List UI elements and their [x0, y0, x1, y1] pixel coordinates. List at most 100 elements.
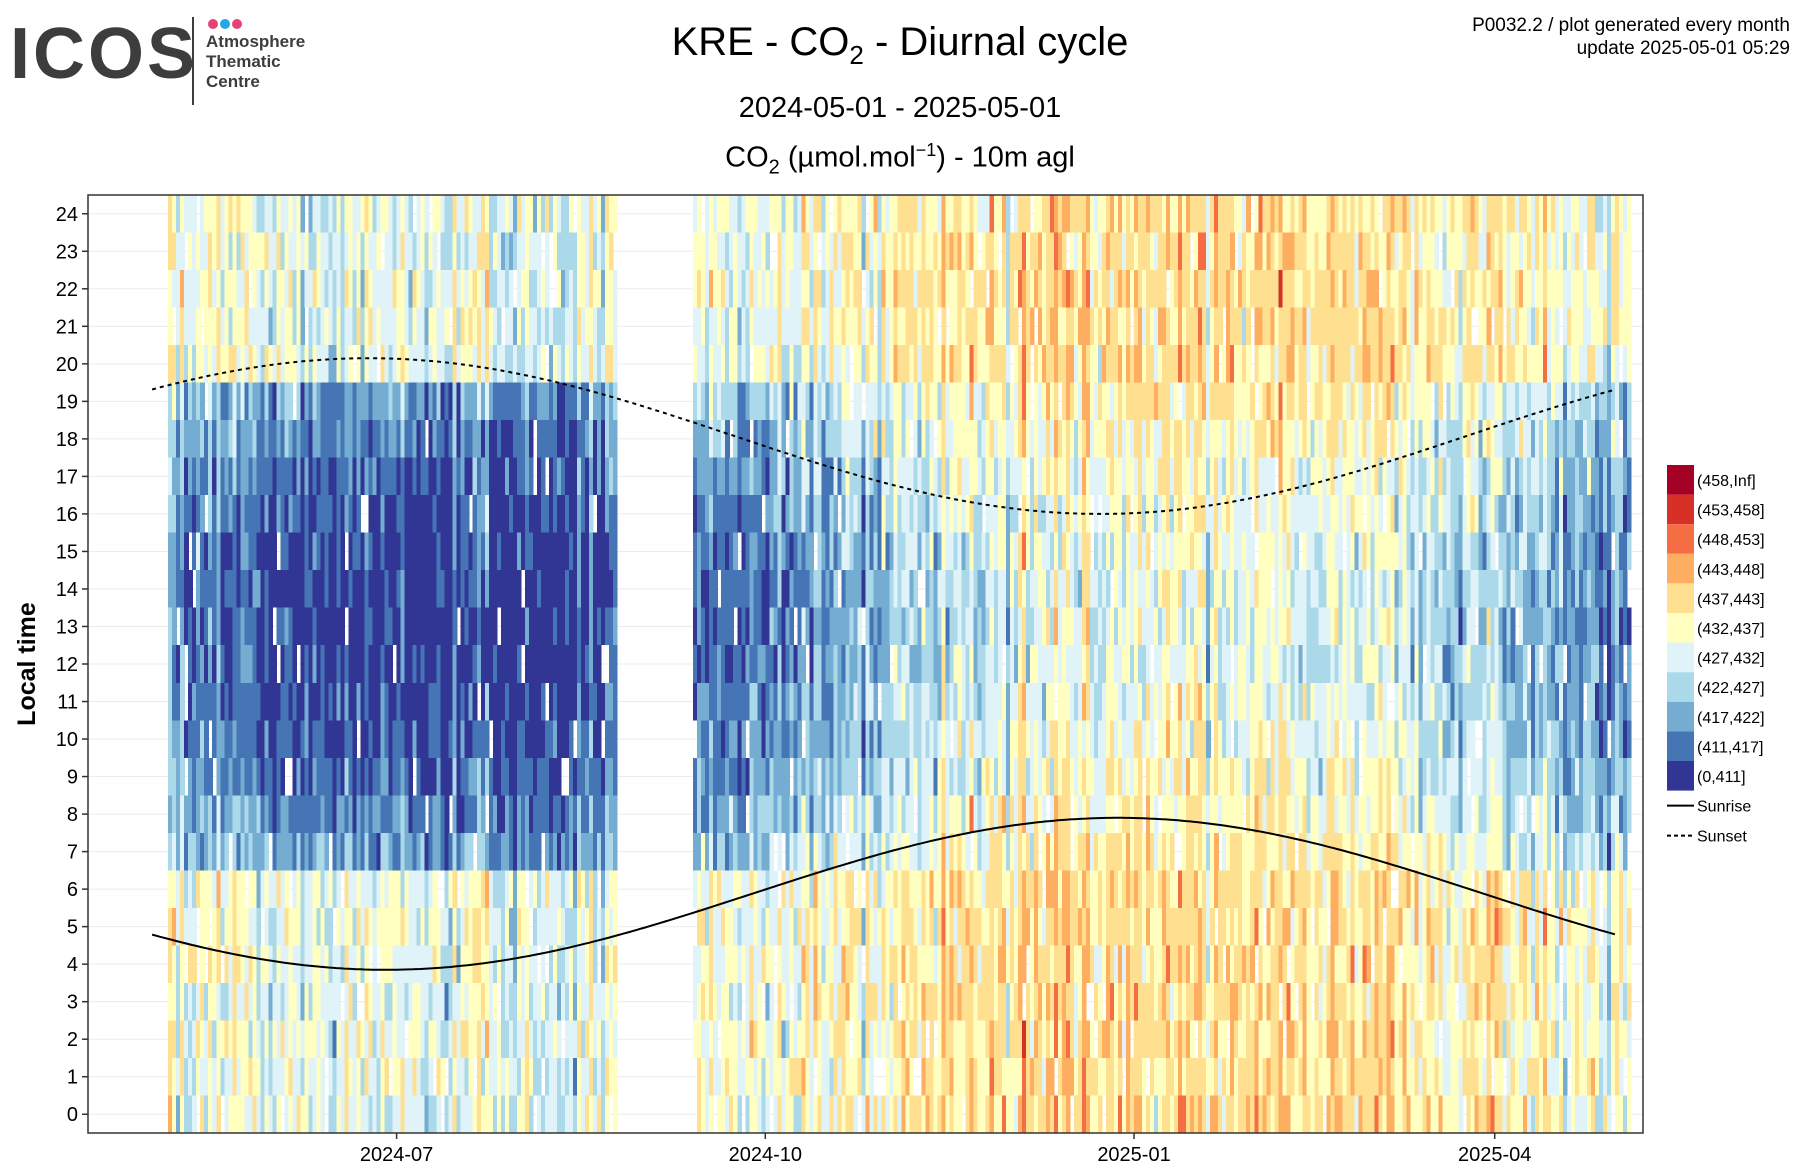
- heatmap-cell: [917, 495, 923, 533]
- heatmap-cell: [1017, 982, 1023, 1021]
- heatmap-cell: [204, 345, 209, 383]
- heatmap-cell: [264, 1095, 269, 1133]
- heatmap-cell: [861, 1020, 867, 1058]
- heatmap-cell: [997, 982, 1003, 1021]
- heatmap-cell: [1017, 1095, 1023, 1133]
- heatmap-cell: [488, 1020, 494, 1058]
- heatmap-cell: [713, 195, 718, 233]
- heatmap-cell: [805, 757, 810, 796]
- heatmap-cell: [805, 1057, 810, 1096]
- heatmap-cell: [957, 795, 963, 833]
- heatmap-cell: [404, 570, 410, 608]
- heatmap-cell: [220, 495, 225, 533]
- heatmap-cell: [364, 870, 370, 908]
- heatmap-cell: [933, 982, 939, 1021]
- heatmap-cell: [817, 720, 823, 758]
- heatmap-cell: [404, 1057, 410, 1096]
- heatmap-cell: [1013, 945, 1019, 983]
- heatmap-cell: [392, 795, 398, 833]
- heatmap-cell: [1061, 832, 1067, 871]
- heatmap-cell: [1061, 495, 1067, 533]
- heatmap-cell: [693, 457, 698, 496]
- heatmap-cell: [1017, 420, 1023, 458]
- heatmap-cell: [813, 870, 819, 908]
- heatmap-cell: [1037, 945, 1043, 983]
- heatmap-cell: [252, 870, 257, 908]
- heatmap-cell: [953, 270, 959, 308]
- heatmap-cell: [729, 232, 734, 271]
- heatmap-cell: [1009, 1020, 1015, 1058]
- heatmap-cell: [180, 870, 185, 908]
- heatmap-cell: [885, 1020, 891, 1058]
- heatmap-cell: [925, 420, 931, 458]
- heatmap-cell: [388, 982, 394, 1021]
- heatmap-cell: [701, 945, 706, 983]
- heatmap-cell: [613, 495, 618, 533]
- heatmap-cell: [721, 532, 726, 571]
- heatmap-cell: [753, 495, 758, 533]
- heatmap-cell: [508, 232, 514, 271]
- heatmap-cell: [384, 870, 390, 908]
- heatmap-cell: [228, 570, 233, 608]
- heatmap-cell: [460, 945, 466, 983]
- heatmap-cell: [228, 495, 233, 533]
- heatmap-cell: [737, 420, 742, 458]
- heatmap-cell: [1021, 195, 1027, 233]
- heatmap-cell: [476, 532, 482, 571]
- heatmap-cell: [524, 232, 530, 271]
- heatmap-cell: [741, 682, 746, 721]
- heatmap-cell: [484, 345, 490, 383]
- heatmap-cell: [312, 1095, 318, 1133]
- heatmap-cell: [444, 195, 450, 233]
- heatmap-cell: [813, 682, 819, 721]
- heatmap-cell: [777, 1095, 782, 1133]
- heatmap-cell: [584, 1057, 590, 1096]
- heatmap-cell: [929, 307, 935, 346]
- heatmap-cell: [1053, 570, 1059, 608]
- heatmap-cell: [737, 945, 742, 983]
- heatmap-cell: [484, 532, 490, 571]
- heatmap-cell: [284, 945, 289, 983]
- heatmap-cell: [1037, 420, 1043, 458]
- heatmap-cell: [977, 645, 983, 683]
- heatmap-cell: [212, 795, 217, 833]
- heatmap-cell: [252, 832, 257, 871]
- heatmap-cell: [937, 195, 943, 233]
- heatmap-cell: [769, 1020, 774, 1058]
- heatmap-cell: [336, 795, 342, 833]
- heatmap-cell: [432, 532, 438, 571]
- heatmap-cell: [240, 1095, 245, 1133]
- heatmap-cell: [849, 570, 855, 608]
- heatmap-cell: [709, 645, 714, 683]
- heatmap-cell: [208, 270, 213, 308]
- heatmap-cell: [572, 907, 578, 946]
- heatmap-cell: [484, 682, 490, 721]
- heatmap-cell: [312, 795, 318, 833]
- heatmap-cell: [404, 757, 410, 796]
- heatmap-cell: [444, 945, 450, 983]
- heatmap-cell: [733, 270, 738, 308]
- heatmap-cell: [1057, 682, 1063, 721]
- heatmap-cell: [472, 607, 478, 646]
- heatmap-cell: [304, 1020, 310, 1058]
- heatmap-cell: [304, 270, 310, 308]
- heatmap-cell: [709, 195, 714, 233]
- logo-dot: [220, 19, 230, 29]
- heatmap-cell: [933, 532, 939, 571]
- heatmap-cell: [765, 345, 770, 383]
- heatmap-cell: [416, 307, 422, 346]
- heatmap-cell: [1057, 1095, 1063, 1133]
- heatmap-cell: [240, 982, 245, 1021]
- heatmap-cell: [256, 982, 261, 1021]
- heatmap-cell: [304, 945, 310, 983]
- heatmap-cell: [777, 682, 782, 721]
- heatmap-cell: [789, 307, 794, 346]
- heatmap-cell: [1013, 420, 1019, 458]
- heatmap-cell: [985, 982, 991, 1021]
- heatmap-cell: [793, 457, 798, 496]
- heatmap-cell: [1001, 457, 1007, 496]
- heatmap-cell: [340, 832, 346, 871]
- heatmap-cell: [408, 795, 414, 833]
- heatmap-cell: [917, 757, 923, 796]
- heatmap-cell: [424, 1095, 430, 1133]
